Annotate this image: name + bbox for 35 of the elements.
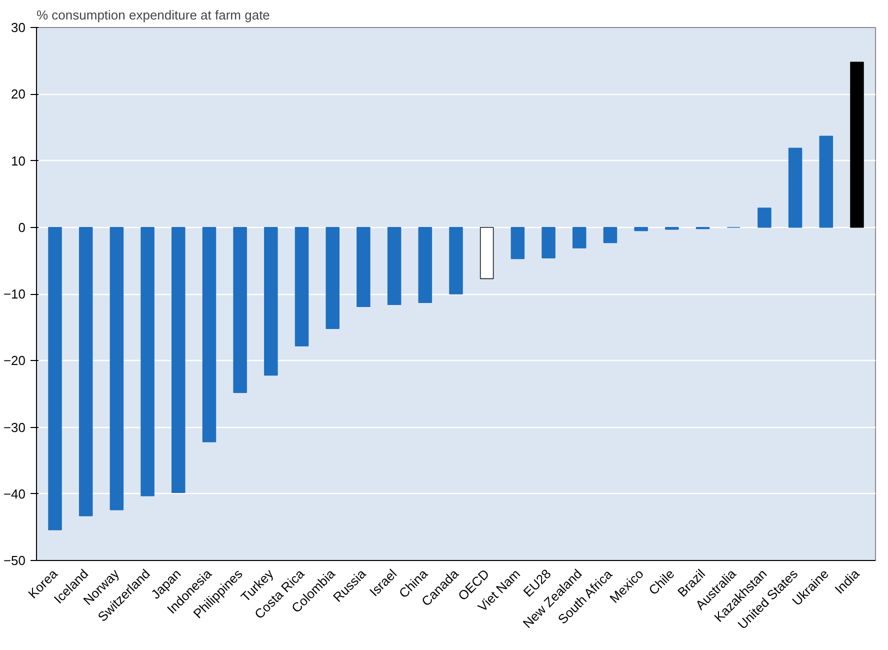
y-tick-label: −20 xyxy=(3,353,26,368)
bar xyxy=(202,226,216,442)
chart-title: % consumption expenditure at farm gate xyxy=(36,8,270,22)
bar xyxy=(294,226,309,346)
bar xyxy=(326,226,340,330)
bar xyxy=(449,226,463,294)
y-tick-label: 20 xyxy=(11,86,26,102)
bar xyxy=(172,226,186,493)
y-tick-label: 0 xyxy=(18,220,26,235)
y-tick-label: −10 xyxy=(3,286,26,302)
y-tick-label: 10 xyxy=(11,153,26,168)
bar xyxy=(542,226,556,258)
y-tick-label: −40 xyxy=(3,486,26,502)
bar xyxy=(510,226,525,260)
bar xyxy=(572,226,586,248)
bar xyxy=(233,226,247,394)
bar xyxy=(387,226,402,306)
bar xyxy=(850,62,864,228)
bar xyxy=(140,226,154,496)
bar xyxy=(758,208,772,228)
y-tick-label: −50 xyxy=(3,553,26,568)
bar xyxy=(356,226,370,308)
bar xyxy=(418,226,432,304)
bar xyxy=(48,226,62,530)
bar xyxy=(480,226,494,280)
bar xyxy=(819,136,834,228)
bar xyxy=(264,226,278,376)
y-tick-label: −30 xyxy=(3,420,26,435)
bar xyxy=(603,226,618,244)
bar xyxy=(665,226,679,230)
bar xyxy=(78,226,93,516)
bar xyxy=(634,226,648,232)
bar xyxy=(110,226,124,510)
y-tick-label: 30 xyxy=(11,20,26,35)
bar xyxy=(788,148,802,228)
